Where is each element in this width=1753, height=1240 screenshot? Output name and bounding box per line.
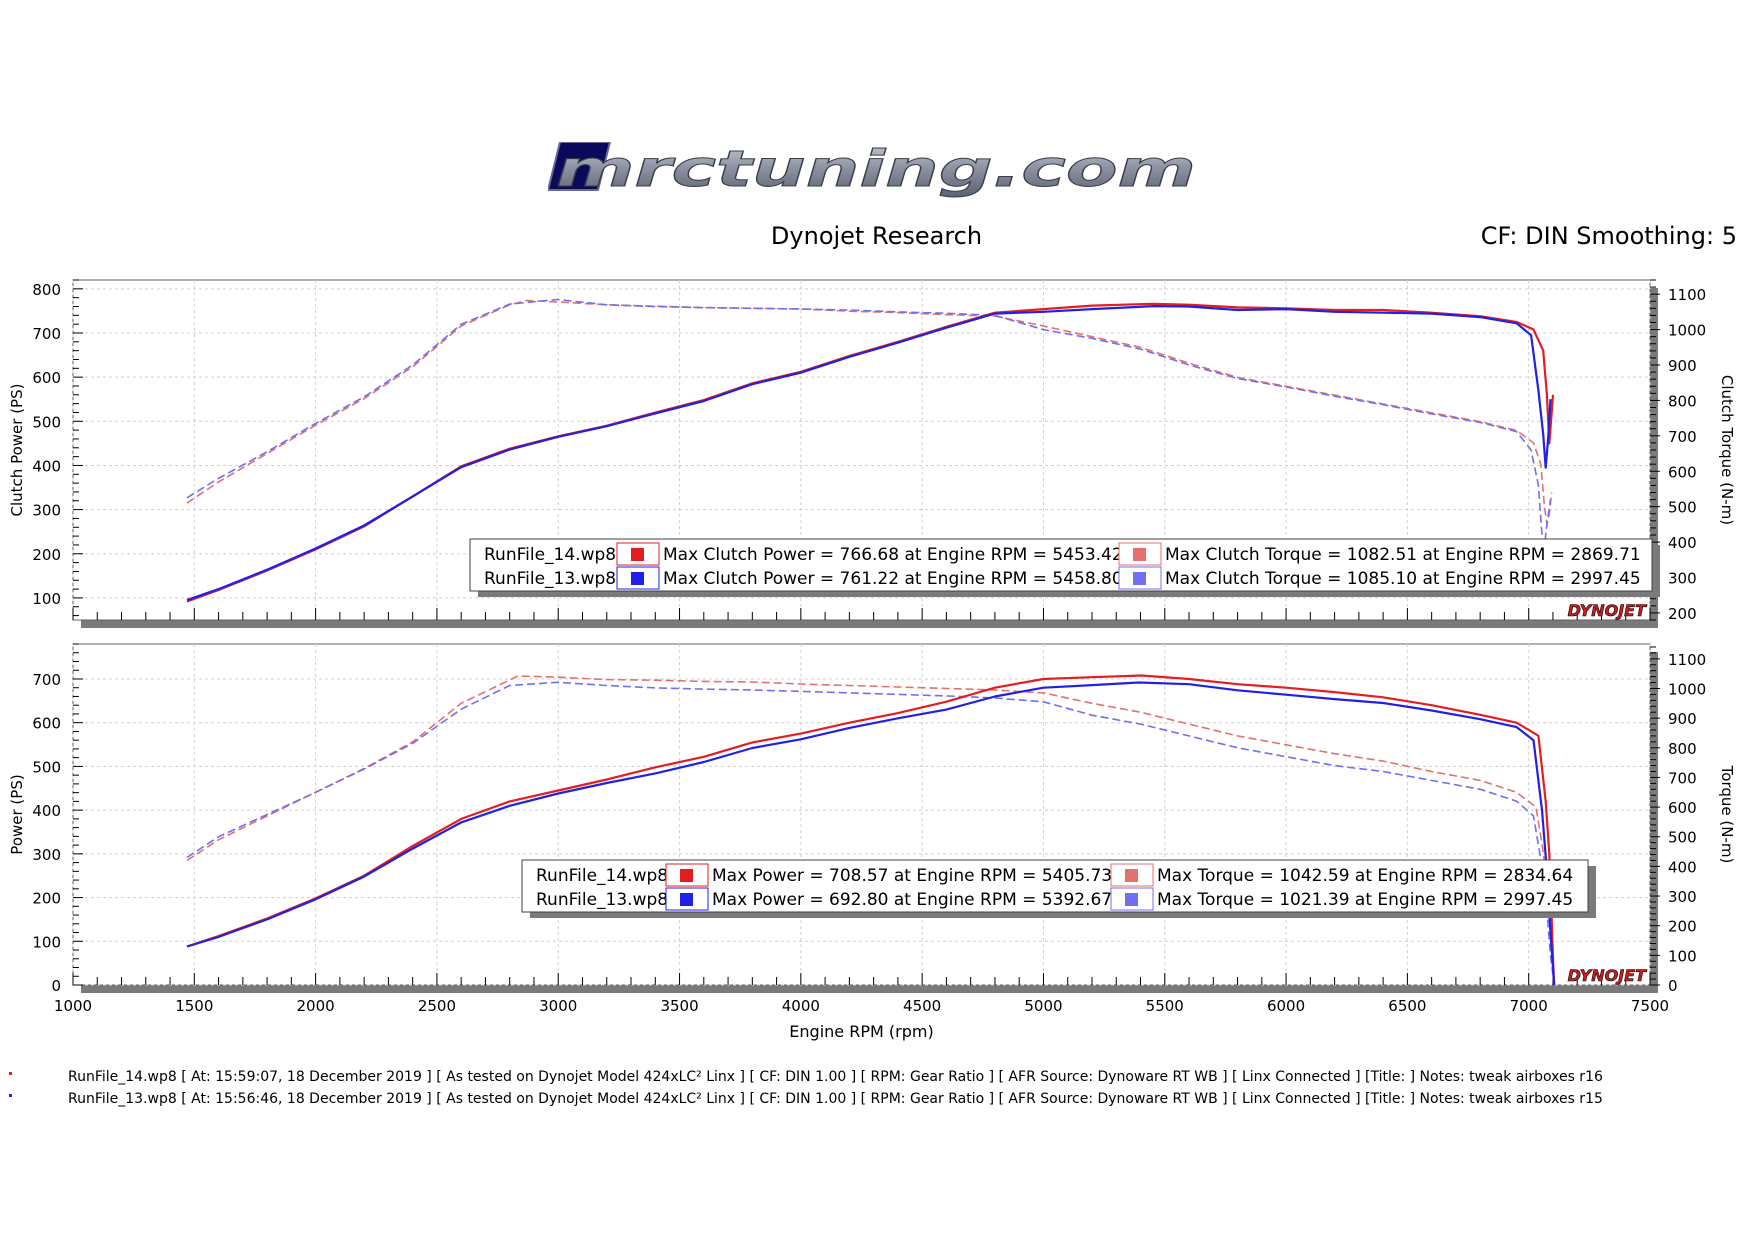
dynojet-watermark: DYNOJET — [1568, 966, 1648, 985]
x-tick-label: 3500 — [660, 997, 698, 1015]
y2-tick-label: 900 — [1668, 710, 1697, 728]
x-tick-label: 6500 — [1388, 997, 1426, 1015]
legend-swatch-torque — [1125, 893, 1138, 906]
y-tick-label: 400 — [32, 802, 61, 820]
y2-tick-label: 600 — [1668, 799, 1697, 817]
series-line-runfile14wp8-torque — [186, 675, 1555, 986]
y-axis-label: Power (PS) — [8, 774, 26, 854]
x-tick-label: 7500 — [1631, 997, 1669, 1015]
chart-title: Dynojet Research — [770, 222, 983, 250]
x-tick-label: 3000 — [539, 997, 577, 1015]
y2-tick-label: 200 — [1668, 918, 1697, 936]
legend-swatch-power — [680, 893, 693, 906]
y-tick-label: 500 — [32, 758, 61, 776]
legend-max-power: Max Clutch Power = 761.22 at Engine RPM … — [663, 569, 1123, 589]
y2-tick-label: 800 — [1668, 392, 1697, 410]
x-tick-label: 7000 — [1510, 997, 1548, 1015]
x-tick-label: 4000 — [782, 997, 820, 1015]
legend-swatch-torque — [1133, 548, 1146, 561]
brand-logo: mrctuning.com — [548, 142, 1197, 199]
legend-file-name: RunFile_13.wp8 — [484, 569, 616, 589]
legend-file-name: RunFile_14.wp8 — [536, 866, 668, 886]
series-line-runfile13wp8-power — [186, 305, 1552, 602]
legend-box — [469, 538, 1653, 592]
legend-swatch-torque — [1133, 572, 1146, 585]
y-tick-label: 200 — [32, 546, 61, 564]
y-tick-label: 300 — [32, 846, 61, 864]
x-tick-label: 6000 — [1267, 997, 1305, 1015]
y2-tick-label: 800 — [1668, 740, 1697, 758]
correction-settings-label: CF: DIN Smoothing: 5 — [1480, 222, 1737, 250]
y-tick-label: 300 — [32, 502, 61, 520]
x-tick-label: 4500 — [903, 997, 941, 1015]
legend-max-torque: Max Torque = 1042.59 at Engine RPM = 283… — [1157, 866, 1573, 886]
y-axis-label: Clutch Power (PS) — [8, 384, 26, 517]
series-line-runfile14wp8-torque — [186, 299, 1553, 526]
legend-swatch-torque — [1125, 869, 1138, 882]
x-tick-label: 5500 — [1146, 997, 1184, 1015]
series-line-runfile13wp8-power — [186, 681, 1556, 986]
y-tick-label: 800 — [32, 281, 61, 299]
y2-tick-label: 700 — [1668, 428, 1697, 446]
y2-tick-label: 500 — [1668, 499, 1697, 517]
y2-tick-label: 300 — [1668, 888, 1697, 906]
legend-file-name: RunFile_13.wp8 — [536, 890, 668, 910]
series-line-runfile13wp8-torque — [186, 681, 1555, 986]
chart-panel-2: 0100200300400500600700010020030040050060… — [8, 643, 1736, 1041]
dynojet-watermark: DYNOJET — [1568, 601, 1648, 620]
x-tick-label: 1500 — [175, 997, 213, 1015]
y2-tick-label: 300 — [1668, 570, 1697, 588]
y-tick-label: 700 — [32, 325, 61, 343]
series-line-runfile13wp8-torque — [186, 298, 1552, 547]
legend-max-torque: Max Clutch Torque = 1082.51 at Engine RP… — [1165, 545, 1641, 565]
y-tick-label: 600 — [32, 715, 61, 733]
svg-text:mrctuning.com: mrctuning.com — [556, 142, 1196, 198]
legend-swatch-power — [680, 869, 693, 882]
legend-max-torque: Max Torque = 1021.39 at Engine RPM = 299… — [1157, 890, 1573, 910]
y-tick-label: 600 — [32, 369, 61, 387]
y2-tick-label: 400 — [1668, 858, 1697, 876]
y2-tick-label: 1100 — [1668, 651, 1706, 669]
legend-swatch-power — [631, 548, 644, 561]
run13-marker — [9, 1094, 12, 1097]
y2-tick-label: 600 — [1668, 463, 1697, 481]
y2-tick-label: 1100 — [1668, 286, 1706, 304]
y2-tick-label: 900 — [1668, 357, 1697, 375]
y2-axis-label: Clutch Torque (N-m) — [1718, 375, 1736, 525]
y-tick-label: 400 — [32, 457, 61, 475]
legend-max-power: Max Power = 692.80 at Engine RPM = 5392.… — [712, 890, 1112, 910]
y2-tick-label: 0 — [1668, 977, 1678, 995]
x-tick-label: 2500 — [418, 997, 456, 1015]
y-tick-label: 700 — [32, 671, 61, 689]
y2-tick-label: 400 — [1668, 534, 1697, 552]
y2-tick-label: 500 — [1668, 829, 1697, 847]
plot-area — [72, 643, 1651, 986]
y2-tick-label: 1000 — [1668, 680, 1706, 698]
footnote-run14: RunFile_14.wp8 [ At: 15:59:07, 18 Decemb… — [68, 1069, 1603, 1085]
y2-axis-label: Torque (N-m) — [1718, 765, 1736, 864]
y2-tick-label: 100 — [1668, 947, 1697, 965]
legend-max-power: Max Power = 708.57 at Engine RPM = 5405.… — [712, 866, 1112, 886]
x-tick-label: 5000 — [1024, 997, 1062, 1015]
legend-max-torque: Max Clutch Torque = 1085.10 at Engine RP… — [1165, 569, 1641, 589]
y-tick-label: 100 — [32, 933, 61, 951]
x-tick-label: 2000 — [297, 997, 335, 1015]
series-line-runfile14wp8-power — [186, 674, 1556, 986]
y-tick-label: 0 — [51, 977, 61, 995]
x-tick-label: 1000 — [54, 997, 92, 1015]
footnote-run13: RunFile_13.wp8 [ At: 15:56:46, 18 Decemb… — [68, 1091, 1603, 1107]
legend-file-name: RunFile_14.wp8 — [484, 545, 616, 565]
legend-max-power: Max Clutch Power = 766.68 at Engine RPM … — [663, 545, 1123, 565]
chart-panel-1: 100 200 300 400 500 600 700 800 200 300 400 500 600 7… — [8, 279, 1736, 628]
legend-swatch-power — [631, 572, 644, 585]
y2-tick-label: 1000 — [1668, 322, 1706, 340]
y-tick-label: 500 — [32, 413, 61, 431]
y2-tick-label: 700 — [1668, 769, 1697, 787]
y-tick-label: 100 — [32, 590, 61, 608]
run14-marker — [9, 1072, 12, 1075]
x-axis-label: Engine RPM (rpm) — [789, 1022, 933, 1041]
y2-tick-label: 200 — [1668, 605, 1697, 623]
y-tick-label: 200 — [32, 890, 61, 908]
